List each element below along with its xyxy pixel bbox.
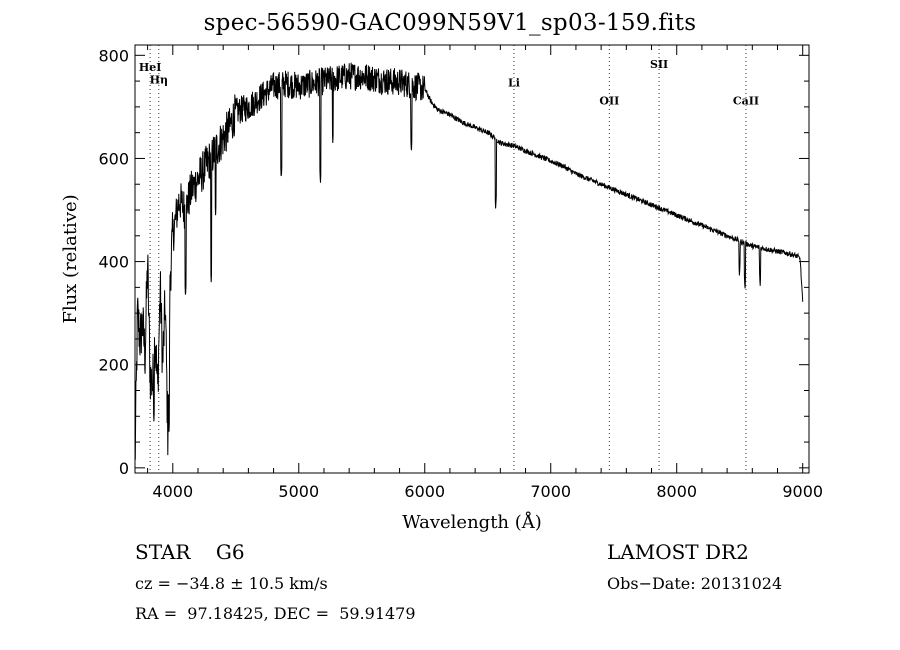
coordinates: RA = 97.18425, DEC = 59.91479 <box>135 604 416 623</box>
x-tick-label: 8000 <box>656 482 697 501</box>
y-tick-label: 600 <box>98 149 129 168</box>
redshift-value: cz = −34.8 ± 10.5 km/s <box>135 574 328 593</box>
marker-label-Li: Li <box>508 76 520 89</box>
line-marker-guides <box>149 45 747 473</box>
marker-label-SII: SII <box>650 58 668 71</box>
marker-label-CaII: CaII <box>733 94 759 107</box>
x-tick-label: 4000 <box>152 482 193 501</box>
x-tick-label: 6000 <box>404 482 445 501</box>
x-tick-label: 9000 <box>782 482 823 501</box>
y-tick-label: 200 <box>98 356 129 375</box>
x-ticks: 4000 5000 6000 7000 8000 9000 <box>147 45 823 501</box>
spectrum-line <box>134 62 804 460</box>
marker-label-HeI: HeI <box>139 61 162 74</box>
y-tick-label: 0 <box>119 459 129 478</box>
y-tick-label: 800 <box>98 46 129 65</box>
y-axis-label: Flux (relative) <box>60 194 81 323</box>
x-tick-label: 5000 <box>278 482 319 501</box>
x-axis-label: Wavelength (Å) <box>402 511 542 533</box>
marker-label-Hη: Hη <box>150 74 168 87</box>
plot-frame <box>134 44 810 474</box>
object-class: STAR G6 <box>135 540 245 564</box>
survey-name: LAMOST DR2 <box>607 540 749 564</box>
marker-label-OII: OII <box>599 94 619 107</box>
y-ticks: 0 200 400 600 800 <box>98 46 809 478</box>
observation-date: Obs−Date: 20131024 <box>607 574 783 593</box>
x-tick-label: 7000 <box>530 482 571 501</box>
y-tick-label: 400 <box>98 253 129 272</box>
chart-title: spec-56590-GAC099N59V1_sp03-159.fits <box>203 10 697 36</box>
